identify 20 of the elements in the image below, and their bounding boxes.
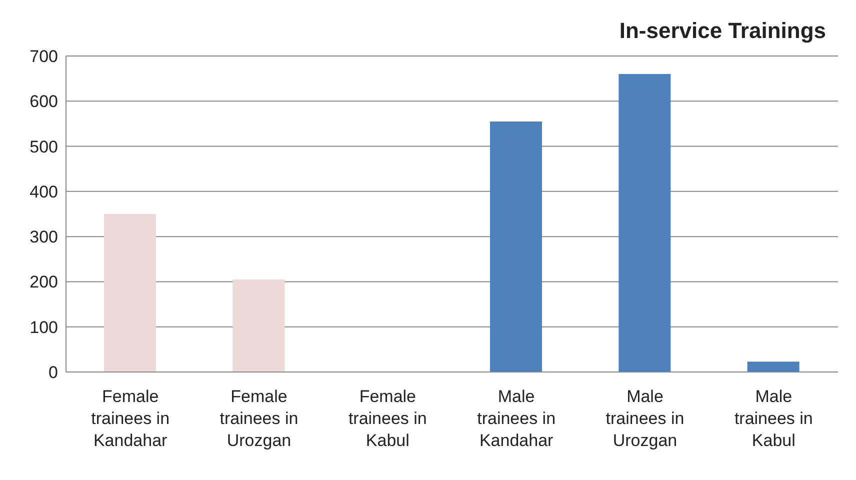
y-tick-label: 400 [30,182,58,202]
y-tick-label: 200 [30,272,58,292]
bar [747,362,800,372]
x-tick-label: Female trainees in Kabul [348,387,427,450]
bar [104,214,156,372]
chart-title: In-service Trainings [619,18,826,44]
bar [490,121,542,372]
x-tick-label: Male trainees in Kandahar [477,387,556,450]
y-tick-label: 700 [30,47,58,66]
bar [618,74,671,372]
y-tick-label: 100 [30,318,58,337]
bar [232,279,285,372]
y-tick-label: 500 [30,137,58,156]
y-tick-label: 0 [48,363,58,382]
x-tick-label: Female trainees in Kandahar [91,387,170,450]
x-tick-label: Male trainees in Urozgan [606,387,684,450]
y-tick-label: 600 [30,92,58,112]
x-tick-label: Male trainees in Kabul [734,387,813,450]
x-tick-label: Female trainees in Urozgan [220,387,298,450]
y-tick-label: 300 [30,228,58,247]
